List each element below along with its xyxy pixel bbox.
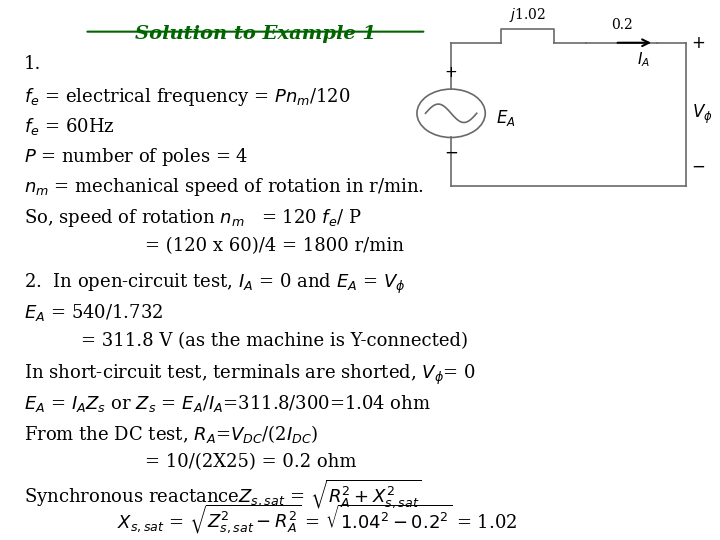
Text: $V_\phi$: $V_\phi$	[692, 103, 712, 126]
Text: = 10/(2X25) = 0.2 ohm: = 10/(2X25) = 0.2 ohm	[145, 454, 356, 471]
Text: $j$1.02: $j$1.02	[509, 5, 546, 24]
Text: +: +	[692, 33, 706, 52]
Text: Synchronous reactance$Z_{s,sat}$ = $\sqrt{R_A^2 + X_{s,sat}^2}$: Synchronous reactance$Z_{s,sat}$ = $\sqr…	[24, 477, 422, 510]
Text: $f_e$ = 60Hz: $f_e$ = 60Hz	[24, 116, 114, 137]
Text: 2.  In open-circuit test, $I_A$ = 0 and $E_A$ = $V_{\phi}$: 2. In open-circuit test, $I_A$ = 0 and $…	[24, 272, 405, 296]
Text: From the DC test, $R_A$=$V_{DC}$/(2$I_{DC}$): From the DC test, $R_A$=$V_{DC}$/(2$I_{D…	[24, 423, 318, 445]
Text: −: −	[444, 144, 458, 161]
Text: $I_A$: $I_A$	[636, 50, 649, 69]
Text: −: −	[692, 157, 706, 175]
Text: $E_A$ = 540/1.732: $E_A$ = 540/1.732	[24, 302, 163, 323]
Text: $f_e$ = electrical frequency = $Pn_m$/120: $f_e$ = electrical frequency = $Pn_m$/12…	[24, 85, 351, 107]
Text: $P$ = number of poles = 4: $P$ = number of poles = 4	[24, 146, 248, 168]
Text: $X_{s,sat}$ = $\sqrt{Z_{s,sat}^2 - R_A^2}$ = $\sqrt{1.04^2 - 0.2^2}$ = 1.02: $X_{s,sat}$ = $\sqrt{Z_{s,sat}^2 - R_A^2…	[117, 502, 517, 536]
Text: $E_A$ = $I_A$$Z_s$ or $Z_s$ = $E_A$/$I_A$=311.8/300=1.04 ohm: $E_A$ = $I_A$$Z_s$ or $Z_s$ = $E_A$/$I_A…	[24, 393, 431, 414]
Text: $E_A$: $E_A$	[496, 109, 516, 129]
Text: $n_m$ = mechanical speed of rotation in r/min.: $n_m$ = mechanical speed of rotation in …	[24, 176, 424, 198]
Text: 1.: 1.	[24, 55, 42, 73]
Text: In short-circuit test, terminals are shorted, $V_{\phi}$= 0: In short-circuit test, terminals are sho…	[24, 363, 476, 387]
Text: 0.2: 0.2	[611, 18, 633, 32]
Text: = 311.8 V (as the machine is Y-connected): = 311.8 V (as the machine is Y-connected…	[81, 333, 468, 350]
Text: = (120 x 60)/4 = 1800 r/min: = (120 x 60)/4 = 1800 r/min	[145, 237, 404, 255]
Text: +: +	[445, 65, 457, 80]
Text: So, speed of rotation $n_m$   = 120 $f_e$/ P: So, speed of rotation $n_m$ = 120 $f_e$/…	[24, 206, 361, 228]
Text: Solution to Example 1: Solution to Example 1	[135, 25, 376, 43]
